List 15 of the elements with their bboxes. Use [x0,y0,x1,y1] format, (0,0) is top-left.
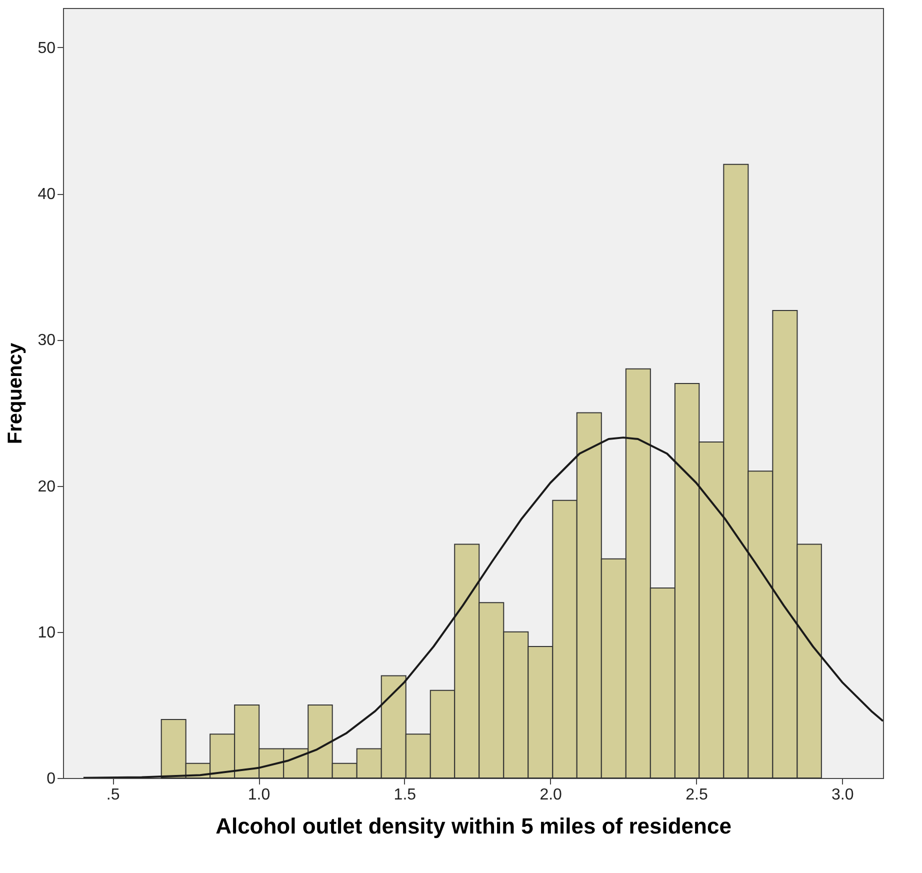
x-tick-label: .5 [106,786,120,804]
y-tick-label: 50 [38,40,56,57]
x-tick-label: 2.0 [540,786,562,804]
y-tick-label: 10 [38,624,56,642]
y-tick-label: 40 [38,186,56,204]
x-tick-label: 1.5 [394,786,416,804]
line-series [82,436,883,778]
x-tick-label: 3.0 [832,786,854,804]
x-tick-label: 1.0 [248,786,270,804]
x-axis-title: Alcohol outlet density within 5 miles of residence [216,814,732,838]
y-tick-label: 20 [38,478,56,496]
y-tick-label: 30 [38,332,56,350]
x-tick-label: 2.5 [686,786,708,804]
y-tick-label: 0 [46,770,56,788]
y-axis-title: Frequency [4,342,27,444]
